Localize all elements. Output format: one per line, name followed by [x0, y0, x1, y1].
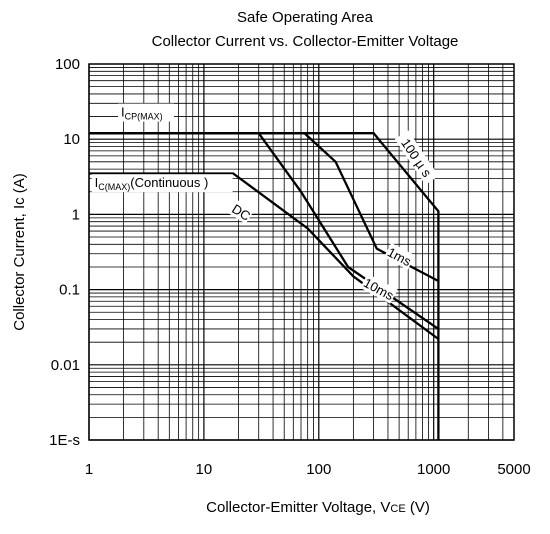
series-label-bg	[360, 273, 398, 304]
series-label-group: 100 µ s	[394, 130, 439, 185]
series-label-group: 10ms	[360, 273, 398, 304]
annotation-ic: IC(MAX)(Continuous )	[95, 175, 209, 192]
x-tick-label: 1000	[417, 461, 450, 478]
annotation-icp: ICP(MAX)	[121, 105, 163, 122]
series-label-bg	[383, 242, 416, 270]
y-tick-label: 0.01	[51, 357, 80, 374]
x-axis-label-unit: (V)	[406, 499, 430, 516]
annotation-suffix: (Continuous )	[130, 175, 208, 190]
annotation-sub: C(MAX)	[98, 182, 130, 192]
x-axis-label-main: Collector-Emitter Voltage, V	[206, 499, 390, 516]
annotation-main: I	[121, 105, 125, 120]
series-label-group: DC	[228, 199, 255, 225]
series-line-1ms	[89, 132, 439, 283]
annotation-main: I	[95, 175, 99, 190]
series-label-10ms: 10ms	[361, 275, 397, 303]
series-label-bg	[394, 130, 439, 185]
chart-subtitle: Collector Current vs. Collector-Emitter …	[152, 33, 459, 50]
y-axis-label: Collector Current, Ic (A)	[11, 173, 28, 331]
x-tick-label: 5000	[497, 461, 530, 478]
annotation-sub: CP(MAX)	[125, 112, 163, 122]
x-axis-label: Collector-Emitter Voltage, VCE (V)	[206, 499, 430, 516]
annotations: ICP(MAX)IC(MAX)(Continuous )	[91, 103, 233, 193]
x-tick-label: 1	[85, 461, 93, 478]
y-tick-label: 10	[63, 131, 80, 148]
series-label-bg	[228, 199, 255, 225]
tick-labels: 1 10 100 1000 5000 100 10 1 0.1 0.01 1E-s	[49, 56, 531, 478]
x-tick-label: 10	[196, 461, 213, 478]
annotation-bg	[91, 174, 233, 193]
x-tick-label: 100	[306, 461, 331, 478]
plot-frame	[88, 63, 515, 441]
y-tick-label: 100	[55, 56, 80, 73]
y-tick-label: 0.1	[59, 282, 80, 299]
y-tick-label: 1	[72, 206, 80, 223]
annotation-bg	[118, 103, 175, 122]
x-axis-label-sub: CE	[390, 503, 405, 515]
y-tick-label: 1E-s	[49, 432, 80, 449]
chart-title: Safe Operating Area	[237, 9, 374, 26]
series-label-dc: DC	[229, 201, 253, 224]
